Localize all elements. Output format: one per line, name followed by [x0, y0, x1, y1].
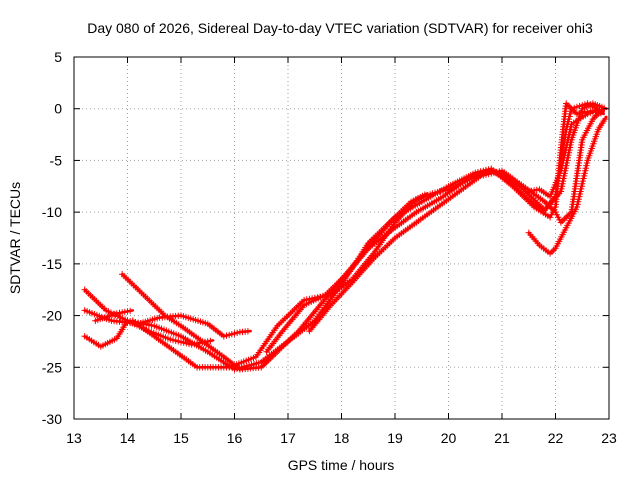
- series-track-1: [81, 100, 605, 373]
- x-tick-label: 13: [66, 430, 82, 446]
- series-track-4: [92, 307, 135, 324]
- series-markers: [306, 107, 606, 335]
- series-markers: [263, 191, 428, 355]
- x-tick-label: 18: [334, 430, 350, 446]
- series-markers: [129, 100, 608, 371]
- axis-ticks: 13 14 15 16 17 18 19 20 21 22 23 -30 -25 -20 -15 -10 -5 0…: [42, 49, 617, 446]
- x-axis-label: GPS time / hours: [288, 457, 395, 473]
- y-tick-label: -10: [42, 204, 62, 220]
- y-tick-label: -25: [42, 359, 62, 375]
- x-tick-label: 14: [120, 430, 136, 446]
- series-markers: [525, 108, 599, 200]
- x-tick-label: 20: [441, 430, 457, 446]
- x-tick-label: 22: [548, 430, 564, 446]
- x-tick-label: 17: [280, 430, 296, 446]
- y-tick-label: -20: [42, 308, 62, 324]
- y-tick-label: -30: [42, 411, 62, 427]
- series-markers: [525, 115, 609, 257]
- series-track-6: [129, 100, 608, 371]
- x-tick-label: 16: [227, 430, 243, 446]
- series-markers: [81, 100, 605, 373]
- series-line: [131, 102, 608, 369]
- series-track-8: [306, 107, 606, 335]
- data-series: [81, 100, 609, 373]
- x-tick-label: 19: [387, 430, 403, 446]
- x-tick-label: 23: [601, 430, 617, 446]
- series-track-10: [525, 115, 609, 257]
- series-markers: [92, 307, 134, 324]
- y-axis-label: SDTVAR / TECUs: [7, 182, 23, 294]
- y-tick-label: -5: [50, 152, 63, 168]
- series-track-9: [525, 108, 600, 200]
- y-tick-label: -15: [42, 256, 62, 272]
- chart-title: Day 080 of 2026, Sidereal Day-to-day VTE…: [87, 20, 593, 36]
- series-track-7: [263, 191, 429, 355]
- y-tick-label: 5: [54, 49, 62, 65]
- y-tick-label: 0: [54, 101, 62, 117]
- x-tick-label: 15: [173, 430, 189, 446]
- grid-lines: [74, 57, 609, 419]
- x-tick-label: 21: [494, 430, 510, 446]
